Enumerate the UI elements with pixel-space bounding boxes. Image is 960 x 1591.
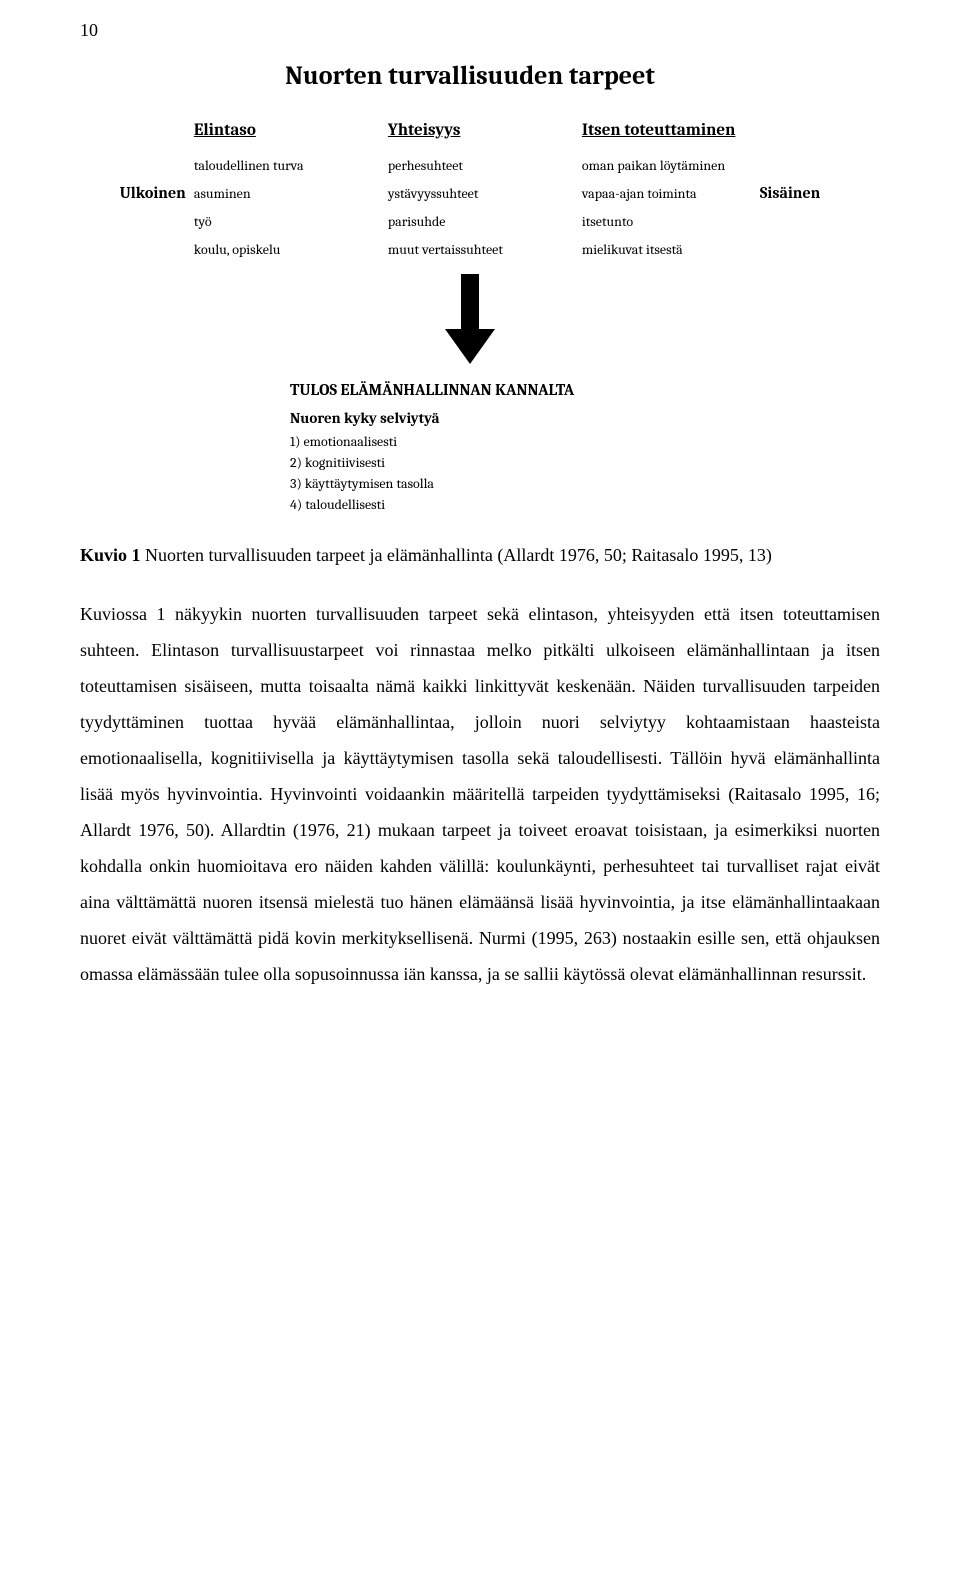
column-header: Yhteisyys [388, 121, 558, 140]
column-item: parisuhde [388, 208, 558, 236]
column-header: Elintaso [194, 121, 364, 140]
caption-rest: Nuorten turvallisuuden tarpeet ja elämän… [141, 545, 772, 565]
column-item: asuminen [194, 180, 364, 208]
result-subtitle: Nuoren kyky selviytyä [290, 409, 880, 427]
figure-caption: Kuvio 1 Nuorten turvallisuuden tarpeet j… [80, 545, 880, 566]
diagram-table: Ulkoinen Elintaso taloudellinen turva as… [60, 121, 880, 264]
column-item: mielikuvat itsestä [582, 236, 752, 264]
column-item: perhesuhteet [388, 152, 558, 180]
column-itsen-toteuttaminen: Itsen toteuttaminen oman paikan löytämin… [582, 121, 752, 264]
result-title: TULOS ELÄMÄNHALLINNAN KANNALTA [290, 381, 880, 399]
column-item: oman paikan löytäminen [582, 152, 752, 180]
left-side-label: Ulkoinen [112, 184, 194, 202]
result-item: 3) käyttäytymisen tasolla [290, 473, 880, 494]
page-number: 10 [80, 20, 880, 41]
result-item: 4) taloudellisesti [290, 494, 880, 515]
diagram: Nuorten turvallisuuden tarpeet Ulkoinen … [60, 61, 880, 515]
column-item: vapaa-ajan toiminta [582, 180, 752, 208]
right-side-label: Sisäinen [752, 184, 828, 202]
body-paragraph: Kuviossa 1 näkyykin nuorten turvallisuud… [80, 596, 880, 992]
column-header: Itsen toteuttaminen [582, 121, 752, 140]
column-item: itsetunto [582, 208, 752, 236]
column-item: muut vertaissuhteet [388, 236, 558, 264]
column-item: ystävyyssuhteet [388, 180, 558, 208]
result-item: 2) kognitiivisesti [290, 452, 880, 473]
diagram-title: Nuorten turvallisuuden tarpeet [60, 61, 880, 91]
arrow-down-icon [60, 274, 880, 369]
caption-lead: Kuvio 1 [80, 545, 141, 565]
column-item: työ [194, 208, 364, 236]
result-item: 1) emotionaalisesti [290, 431, 880, 452]
column-elintaso: Elintaso taloudellinen turva asuminen ty… [194, 121, 364, 264]
column-item: taloudellinen turva [194, 152, 364, 180]
result-block: TULOS ELÄMÄNHALLINNAN KANNALTA Nuoren ky… [290, 381, 880, 515]
column-yhteisyys: Yhteisyys perhesuhteet ystävyyssuhteet p… [388, 121, 558, 264]
column-item: koulu, opiskelu [194, 236, 364, 264]
